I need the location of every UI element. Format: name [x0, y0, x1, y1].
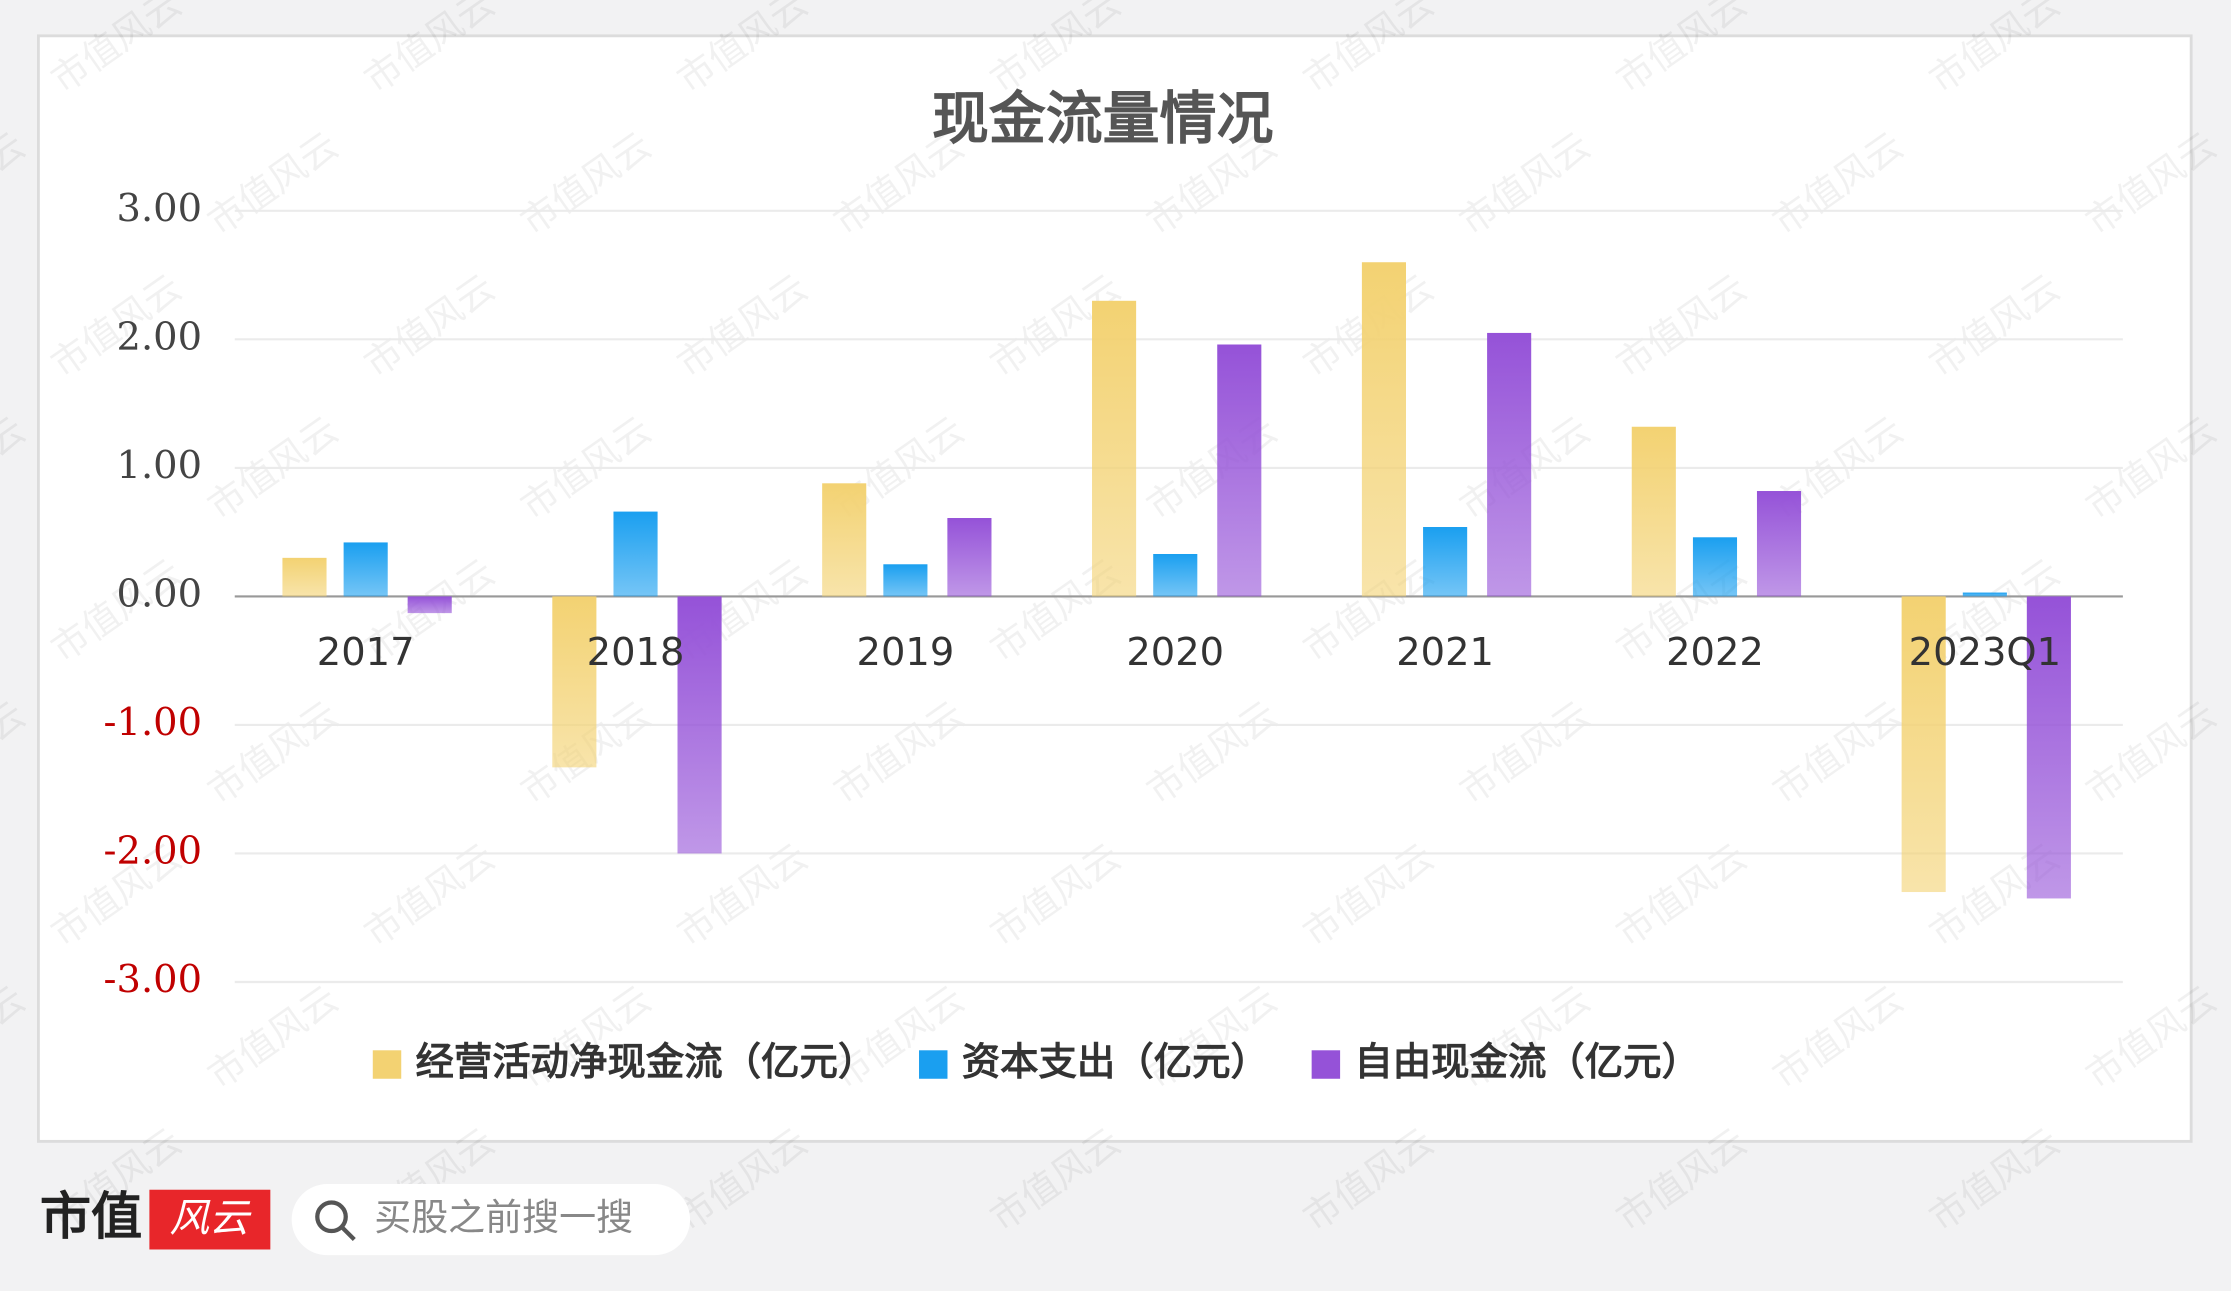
bar: [1153, 553, 1198, 597]
search-icon-handle: [339, 1225, 356, 1242]
bar: [1631, 426, 1676, 597]
x-tick-label: 2017: [317, 630, 415, 675]
logo-mark-box: [149, 1189, 271, 1250]
watermark: 市值风云: [0, 408, 33, 528]
chart-title: 现金流量情况: [932, 86, 1273, 152]
bar: [1756, 491, 1802, 597]
watermark: 市值风云: [0, 693, 33, 813]
bar: [1901, 596, 1946, 893]
legend-label: 自由现金流（亿元）: [1354, 1040, 1700, 1085]
y-tick-label: 3.00: [117, 186, 203, 231]
legend-label: 资本支出（亿元）: [962, 1040, 1269, 1085]
x-tick-label: 2021: [1396, 630, 1494, 675]
bar: [1361, 262, 1406, 597]
bar: [1217, 344, 1262, 597]
logo: 市值: [40, 1187, 142, 1247]
bar: [343, 542, 388, 597]
y-tick-label: 1.00: [117, 443, 203, 488]
y-tick-label: 0.00: [117, 571, 203, 616]
x-tick-label: 2018: [587, 630, 685, 675]
bar: [1092, 300, 1137, 597]
x-tick-label: 2020: [1126, 630, 1224, 675]
y-tick-label: -1.00: [104, 700, 203, 745]
legend-label: 经营活动净现金流（亿元）: [415, 1040, 876, 1085]
search-box[interactable]: [291, 1184, 691, 1256]
bar: [1423, 527, 1468, 597]
bar: [552, 596, 597, 768]
search-icon: [315, 1200, 348, 1234]
y-tick-label: -2.00: [104, 828, 203, 873]
bar: [883, 564, 928, 597]
bar: [2026, 596, 2071, 899]
legend-swatch: [372, 1050, 402, 1079]
bar: [677, 596, 722, 854]
legend-swatch: [919, 1050, 948, 1079]
bar: [613, 511, 658, 597]
bar: [282, 557, 327, 597]
y-tick-label: 2.00: [117, 314, 203, 359]
legend-swatch: [1311, 1050, 1341, 1079]
watermark: 市值风云: [0, 977, 33, 1097]
search-placeholder[interactable]: 买股之前搜一搜: [374, 1196, 633, 1239]
y-tick-label: -3.00: [104, 957, 203, 1002]
bar: [947, 518, 992, 597]
x-tick-label: 2022: [1666, 630, 1764, 675]
watermark: 市值风云: [0, 124, 33, 244]
bar: [407, 596, 452, 614]
bar: [1692, 537, 1738, 597]
bar: [1487, 332, 1532, 597]
x-tick-label: 2023Q1: [1909, 630, 2061, 675]
x-tick-label: 2019: [857, 630, 955, 675]
logo-mark: 风云: [169, 1196, 252, 1242]
bar: [822, 483, 867, 597]
bar: [1962, 592, 2007, 597]
